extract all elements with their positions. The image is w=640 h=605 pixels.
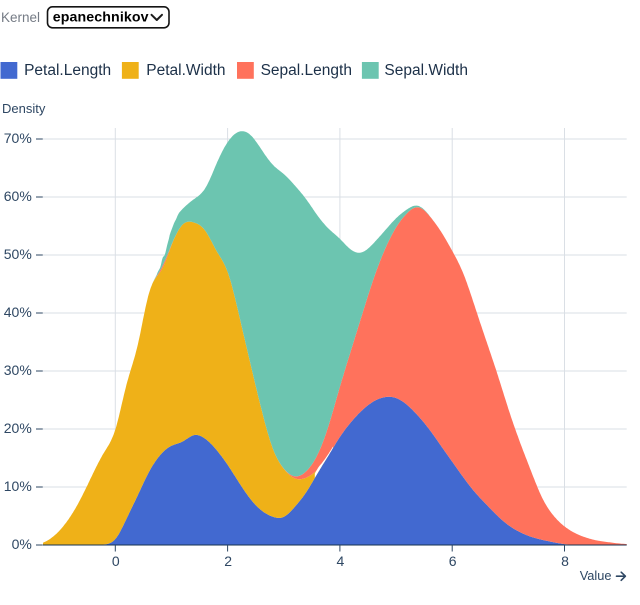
svg-text:4: 4 bbox=[337, 553, 345, 569]
svg-text:40%: 40% bbox=[4, 304, 32, 320]
svg-text:2: 2 bbox=[224, 553, 232, 569]
svg-text:6: 6 bbox=[449, 553, 457, 569]
svg-text:0%: 0% bbox=[12, 536, 32, 552]
svg-text:0: 0 bbox=[112, 553, 120, 569]
svg-text:Petal.Length: Petal.Length bbox=[24, 62, 111, 79]
svg-text:50%: 50% bbox=[4, 246, 32, 262]
svg-text:70%: 70% bbox=[4, 130, 32, 146]
svg-text:Sepal.Width: Sepal.Width bbox=[384, 62, 468, 79]
svg-text:Petal.Width: Petal.Width bbox=[146, 62, 225, 79]
svg-text:10%: 10% bbox=[4, 478, 32, 494]
svg-text:30%: 30% bbox=[4, 362, 32, 378]
svg-text:epanechnikov: epanechnikov bbox=[53, 9, 149, 25]
svg-text:Value: Value bbox=[580, 568, 612, 583]
svg-text:8: 8 bbox=[561, 553, 569, 569]
svg-text:Kernel: Kernel bbox=[1, 10, 40, 25]
svg-text:Sepal.Length: Sepal.Length bbox=[261, 62, 352, 79]
svg-text:60%: 60% bbox=[4, 188, 32, 204]
svg-text:Density: Density bbox=[2, 101, 46, 116]
svg-text:20%: 20% bbox=[4, 420, 32, 436]
